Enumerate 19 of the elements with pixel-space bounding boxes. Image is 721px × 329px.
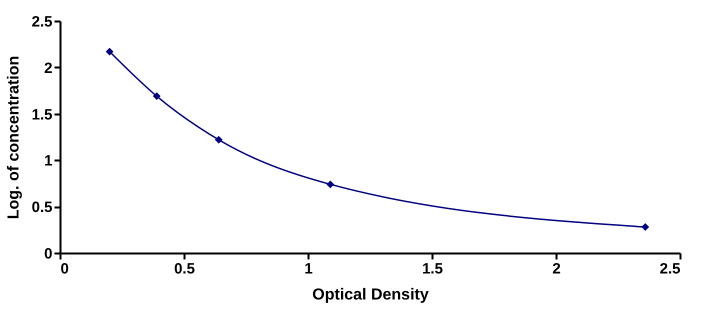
x-tick-label: 1.5 <box>422 260 443 278</box>
y-tick-label: 1.5 <box>32 106 52 124</box>
y-tick-label: 1 <box>44 152 52 170</box>
x-tick-label: 1 <box>304 260 313 278</box>
y-tick-label: 0 <box>44 246 52 262</box>
y-tick-label: 2.5 <box>32 14 52 30</box>
x-tick-label: 0.5 <box>174 260 195 278</box>
point <box>641 223 650 231</box>
point <box>326 180 334 188</box>
x-tick-label: 2 <box>552 260 561 278</box>
point <box>106 48 114 56</box>
point <box>214 136 223 144</box>
y-tick-label: 0.5 <box>32 199 52 216</box>
x-tick-label: 2.5 <box>660 260 680 278</box>
y-tick-label: 2 <box>44 60 52 77</box>
x-axis-title: Optical Density <box>312 286 429 304</box>
point <box>152 92 161 100</box>
x-tick-label: 0 <box>60 260 69 278</box>
y-axis-title: Log. of concentration <box>6 56 23 220</box>
